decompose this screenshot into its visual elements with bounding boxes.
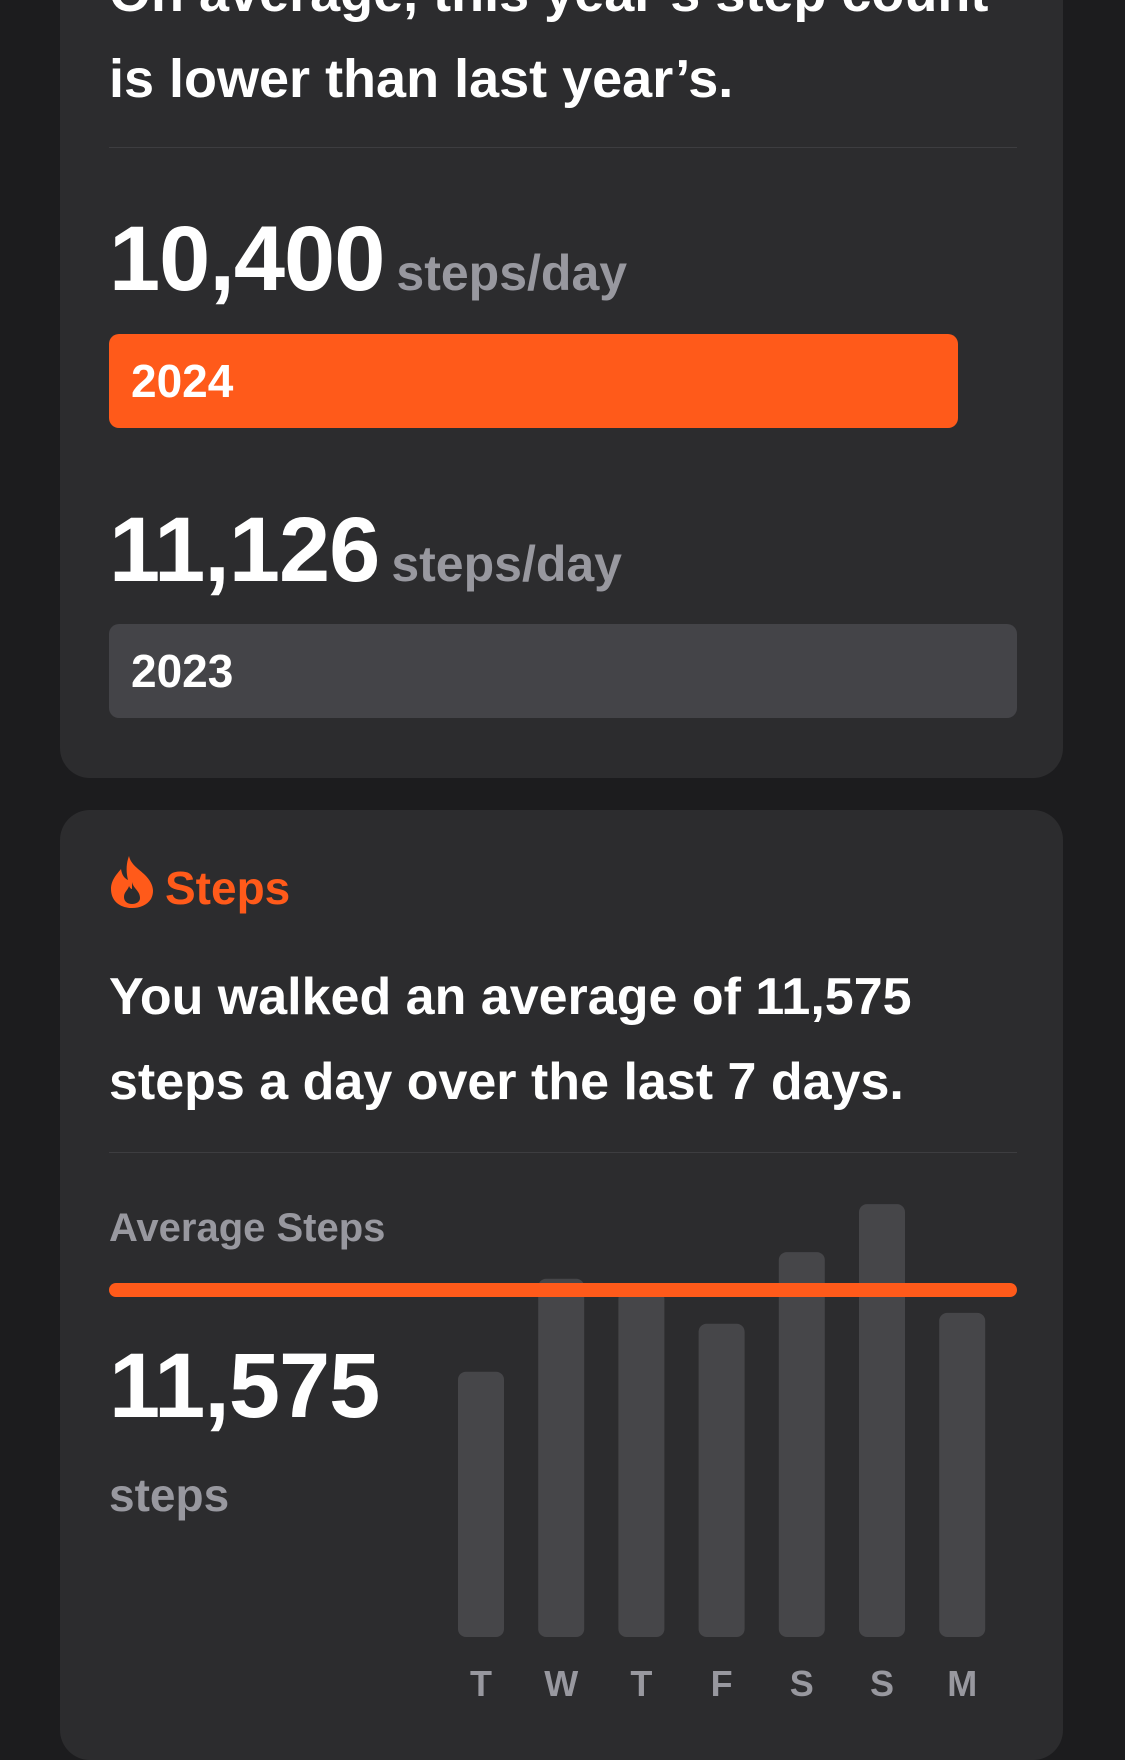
- average-unit: steps: [109, 1469, 230, 1521]
- headline: On average, this year’s step count is lo…: [109, 0, 988, 109]
- year-bar: 2024: [109, 334, 958, 428]
- day-label: S: [870, 1663, 894, 1704]
- year-average: 11,126 steps/day: [109, 504, 622, 596]
- chart-average: 11,575: [109, 1335, 380, 1437]
- average-value: 11,126: [109, 499, 380, 601]
- day-bar: [859, 1204, 905, 1637]
- day-label: F: [711, 1663, 733, 1704]
- day-label: S: [790, 1663, 814, 1704]
- year-label: 2024: [131, 355, 234, 407]
- steps-icon: [111, 856, 153, 908]
- card-title: Steps: [165, 862, 291, 914]
- year-average: 10,400 steps/day: [109, 213, 627, 305]
- day-label: W: [544, 1663, 578, 1704]
- unit: steps/day: [396, 245, 628, 301]
- day-bar: [939, 1312, 986, 1637]
- day-bar: [538, 1278, 585, 1637]
- day-bar: [778, 1252, 825, 1637]
- day-label: M: [947, 1663, 977, 1704]
- day-label: T: [630, 1663, 652, 1704]
- day-bar: [618, 1290, 665, 1637]
- screen: On average, this year’s step count is lo…: [60, 0, 1063, 1760]
- day-bar: [458, 1371, 504, 1637]
- unit: steps/day: [391, 536, 622, 592]
- day-label: T: [470, 1663, 492, 1704]
- chart-title: Average Steps: [109, 1206, 386, 1250]
- year-bar: 2023: [109, 624, 1017, 718]
- divider: [109, 147, 1017, 148]
- average-value: 10,400: [109, 208, 385, 310]
- card-message: You walked an average of 11,575 steps a …: [109, 968, 912, 1111]
- divider: [109, 1152, 1017, 1153]
- day-bar: [698, 1323, 745, 1637]
- year-label: 2023: [131, 645, 234, 697]
- average-value: 11,575: [109, 1335, 380, 1437]
